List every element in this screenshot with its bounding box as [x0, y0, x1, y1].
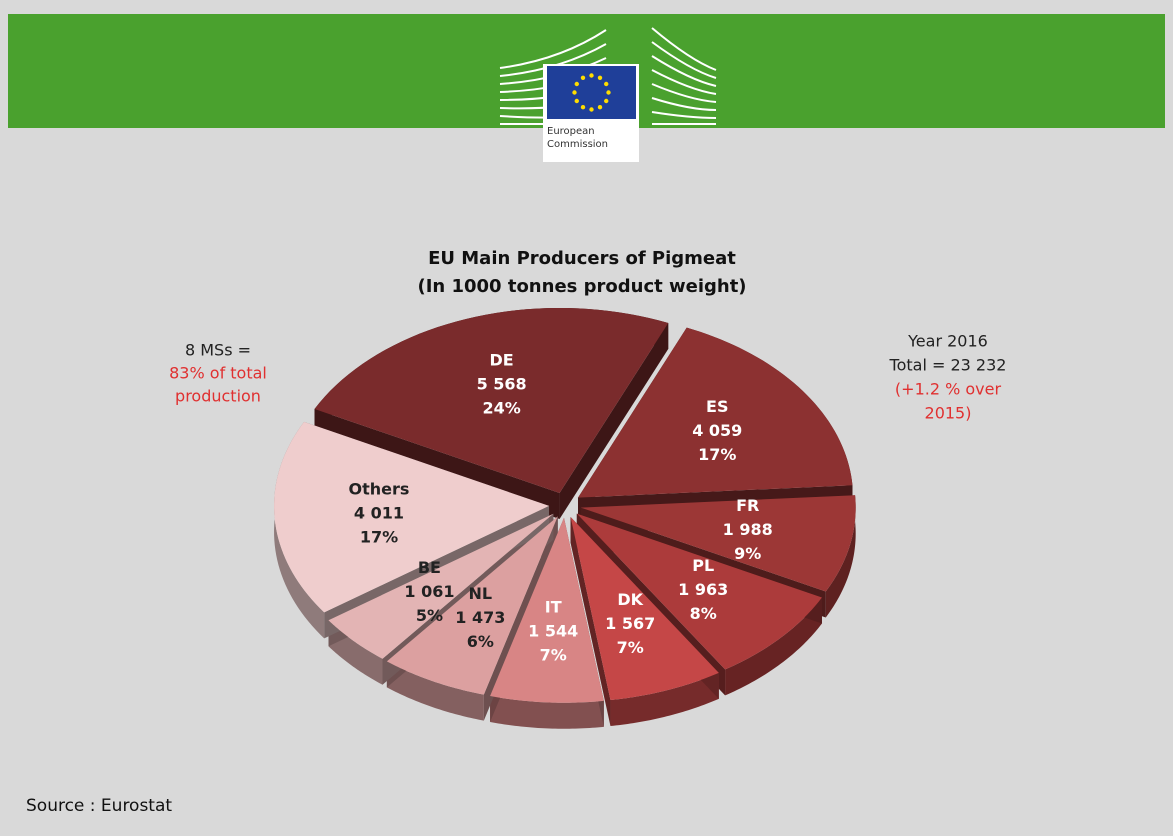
- star: [580, 105, 586, 110]
- slice-label: 1 567: [605, 614, 655, 633]
- annotation: (+1.2 % over: [895, 380, 1002, 399]
- slice-label: 1 544: [528, 622, 578, 641]
- slice-label: 6%: [467, 632, 494, 651]
- slice-side: [559, 323, 669, 519]
- star: [604, 81, 609, 87]
- slice-label: DK: [617, 590, 643, 609]
- source: Source : Eurostat: [26, 796, 172, 816]
- slice-label: 5%: [416, 606, 443, 625]
- star: [574, 98, 579, 104]
- slice-side: [825, 495, 856, 618]
- slice-side: [725, 597, 822, 696]
- annotation: 83% of total: [169, 364, 267, 383]
- chart-subtitle: (In 1000 tonnes product weight): [417, 276, 746, 297]
- slice: [386, 516, 558, 695]
- slice-label: 1 963: [678, 580, 728, 599]
- slice-label: 17%: [698, 445, 736, 464]
- star: [597, 105, 603, 110]
- slice: [490, 517, 604, 703]
- slice-label: PL: [692, 556, 714, 575]
- slice-label: DE: [490, 351, 514, 370]
- star: [597, 75, 603, 80]
- slice-label: 9%: [734, 544, 761, 563]
- annotation: Year 2016: [907, 332, 988, 351]
- slice: [578, 327, 853, 498]
- slice-label: 24%: [482, 399, 520, 418]
- slice-label: 1 061: [404, 582, 454, 601]
- flag-stars: [572, 73, 611, 112]
- slice-side: [386, 661, 484, 721]
- slice-label: FR: [736, 496, 759, 515]
- slice-label: 1 473: [455, 608, 505, 627]
- star: [589, 107, 594, 112]
- slice-label: Others: [349, 480, 410, 499]
- annotation: 2015): [925, 404, 972, 423]
- slice: [274, 421, 550, 613]
- slice-label: 5 568: [477, 375, 527, 394]
- chart-title: EU Main Producers of Pigmeat: [428, 248, 736, 269]
- annotation: 8 MSs =: [185, 341, 251, 360]
- slice-label: NL: [469, 584, 493, 603]
- slice: [314, 307, 669, 493]
- star: [604, 98, 609, 104]
- slice-label: 4 011: [354, 504, 404, 523]
- slice: [576, 513, 822, 670]
- slice: [570, 516, 719, 701]
- slice-label: 4 059: [692, 421, 742, 440]
- star: [580, 75, 586, 80]
- slice: [328, 513, 554, 659]
- slice-side: [610, 672, 719, 727]
- annotation: production: [175, 387, 261, 406]
- slice-label: 8%: [690, 604, 717, 623]
- star: [589, 73, 594, 78]
- slice-label: 7%: [617, 638, 644, 657]
- slice-label: ES: [706, 397, 728, 416]
- slice-label: 7%: [540, 646, 567, 665]
- annotation: Total = 23 232: [889, 356, 1007, 375]
- slice-side: [490, 695, 604, 729]
- star: [606, 90, 611, 95]
- slice-label: BE: [418, 558, 441, 577]
- slice-label: 17%: [360, 528, 398, 547]
- logo-text: European: [547, 126, 595, 137]
- slice-side: [570, 516, 611, 727]
- logo-text: Commission: [547, 139, 608, 150]
- slice-label: 1 988: [723, 520, 773, 539]
- slice-label: IT: [545, 598, 562, 617]
- slice: [580, 495, 856, 592]
- pie: DE 5 568 24% ES 4 059 17% FR 1 988 9% PL 1 963 8% DK…: [274, 307, 856, 729]
- star: [572, 90, 577, 95]
- star: [574, 81, 579, 87]
